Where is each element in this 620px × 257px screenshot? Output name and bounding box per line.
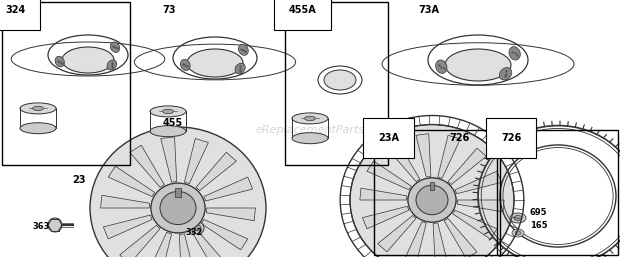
Polygon shape xyxy=(360,188,407,200)
Text: 324: 324 xyxy=(5,5,25,15)
Ellipse shape xyxy=(514,216,522,221)
Text: 726: 726 xyxy=(501,133,521,143)
Polygon shape xyxy=(387,142,420,182)
Polygon shape xyxy=(404,222,427,257)
Polygon shape xyxy=(100,195,149,208)
Polygon shape xyxy=(196,152,236,191)
Ellipse shape xyxy=(436,60,447,74)
Ellipse shape xyxy=(55,56,64,67)
Circle shape xyxy=(195,225,201,231)
Text: 455A: 455A xyxy=(289,5,317,15)
Ellipse shape xyxy=(499,68,511,80)
Polygon shape xyxy=(206,208,255,221)
Circle shape xyxy=(192,222,204,234)
Text: 23A: 23A xyxy=(378,133,399,143)
Text: eReplacementParts: eReplacementParts xyxy=(255,125,365,135)
Ellipse shape xyxy=(292,133,328,144)
Text: 23: 23 xyxy=(72,175,86,185)
Bar xyxy=(430,182,435,190)
Polygon shape xyxy=(148,232,172,257)
Ellipse shape xyxy=(150,106,186,117)
Polygon shape xyxy=(378,216,416,252)
Bar xyxy=(497,130,618,255)
Ellipse shape xyxy=(515,231,521,235)
Ellipse shape xyxy=(235,63,246,74)
Polygon shape xyxy=(455,171,502,194)
Ellipse shape xyxy=(445,49,511,81)
Polygon shape xyxy=(367,161,411,190)
Ellipse shape xyxy=(33,106,43,111)
Ellipse shape xyxy=(162,109,174,114)
Ellipse shape xyxy=(151,183,205,233)
Polygon shape xyxy=(179,234,195,257)
Polygon shape xyxy=(433,223,448,257)
Text: 363: 363 xyxy=(32,222,50,231)
Polygon shape xyxy=(192,229,226,257)
Text: 73: 73 xyxy=(162,5,175,15)
Text: 73A: 73A xyxy=(418,5,439,15)
Ellipse shape xyxy=(151,183,205,233)
Bar xyxy=(374,130,500,255)
Ellipse shape xyxy=(90,127,266,257)
Polygon shape xyxy=(161,137,177,182)
Polygon shape xyxy=(104,215,152,239)
Circle shape xyxy=(48,218,62,232)
Ellipse shape xyxy=(350,125,514,257)
Text: 695: 695 xyxy=(530,208,547,217)
Ellipse shape xyxy=(160,191,196,225)
Ellipse shape xyxy=(416,185,448,215)
Ellipse shape xyxy=(510,213,526,223)
Ellipse shape xyxy=(110,42,120,52)
Bar xyxy=(285,2,388,165)
Polygon shape xyxy=(453,210,497,239)
Polygon shape xyxy=(438,135,461,178)
Ellipse shape xyxy=(20,103,56,114)
Ellipse shape xyxy=(292,113,328,124)
Text: 165: 165 xyxy=(530,221,547,230)
Polygon shape xyxy=(457,200,504,212)
Polygon shape xyxy=(363,206,409,229)
Ellipse shape xyxy=(20,123,56,134)
Polygon shape xyxy=(204,177,252,201)
Ellipse shape xyxy=(408,178,456,222)
Ellipse shape xyxy=(509,47,520,60)
Ellipse shape xyxy=(187,49,243,77)
Bar xyxy=(175,188,180,197)
Ellipse shape xyxy=(180,59,190,70)
Polygon shape xyxy=(130,145,164,187)
Bar xyxy=(2,2,130,165)
Text: 455: 455 xyxy=(163,118,184,128)
Ellipse shape xyxy=(150,126,186,137)
Text: 332: 332 xyxy=(185,228,202,237)
Ellipse shape xyxy=(408,178,456,222)
Polygon shape xyxy=(416,134,431,177)
Ellipse shape xyxy=(160,191,196,225)
Ellipse shape xyxy=(239,44,248,55)
Polygon shape xyxy=(184,139,208,184)
Ellipse shape xyxy=(62,47,114,73)
Ellipse shape xyxy=(416,185,448,215)
Ellipse shape xyxy=(107,60,117,70)
Polygon shape xyxy=(444,218,477,257)
Polygon shape xyxy=(448,148,486,185)
Polygon shape xyxy=(202,219,248,250)
Ellipse shape xyxy=(304,116,316,121)
Polygon shape xyxy=(120,225,160,257)
Ellipse shape xyxy=(324,70,356,90)
Ellipse shape xyxy=(512,229,524,237)
Polygon shape xyxy=(108,166,155,197)
Text: 726: 726 xyxy=(449,133,469,143)
